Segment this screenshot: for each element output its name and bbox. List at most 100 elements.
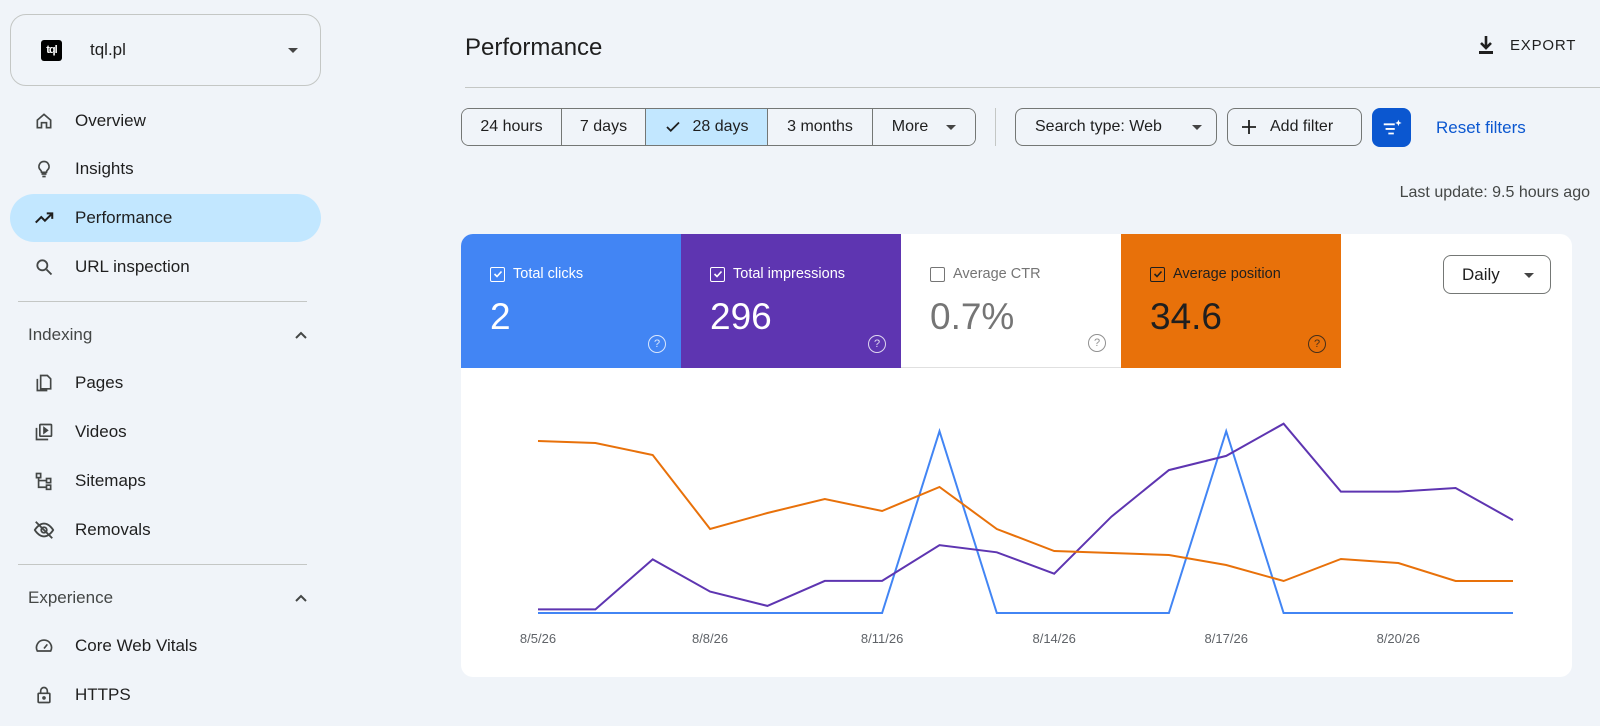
series-line-total-impressions [538, 422, 1514, 611]
x-tick-label: 8/14/26 [1032, 631, 1075, 646]
sidebar-item-videos[interactable]: Videos [10, 408, 321, 456]
sidebar-item-label: Overview [75, 111, 146, 130]
video-library-icon [32, 420, 56, 444]
sidebar-item-label: Performance [75, 208, 173, 227]
help-icon[interactable]: ? [868, 335, 886, 353]
sidebar-item-overview[interactable]: Overview [10, 97, 321, 145]
export-button[interactable]: EXPORT [1476, 34, 1576, 56]
help-icon[interactable]: ? [1308, 335, 1326, 353]
sidebar-item-label: Removals [75, 520, 151, 539]
checkbox-checked-icon[interactable] [710, 266, 725, 282]
property-favicon: tql [41, 39, 62, 61]
sidebar-item-label: HTTPS [75, 685, 131, 704]
help-icon[interactable]: ? [1088, 334, 1106, 352]
pages-icon [32, 371, 56, 395]
search-icon [32, 255, 56, 279]
sidebar-item-performance[interactable]: Performance [10, 194, 321, 242]
search-type-label: Search type: Web [1035, 118, 1162, 135]
performance-card: Total clicks 2 ? Total impressions 296 ?… [461, 234, 1572, 677]
section-experience[interactable]: Experience [28, 578, 308, 618]
sidebar-item-label: URL inspection [75, 257, 190, 276]
sidebar-item-pages[interactable]: Pages [10, 359, 321, 407]
performance-line-chart: 8/5/26 8/8/26 8/11/26 8/14/26 8/17/26 8/20/26 [520, 422, 1514, 646]
x-tick-label: 8/20/26 [1377, 631, 1420, 646]
sidebar-item-label: Insights [75, 159, 134, 178]
export-label: EXPORT [1510, 36, 1577, 54]
checkbox-checked-icon[interactable] [490, 266, 505, 282]
filter-options-button[interactable] [1372, 108, 1411, 147]
date-range-selector: 24 hours 7 days 28 days 3 months More [461, 108, 976, 146]
sidebar-item-label: Sitemaps [75, 471, 146, 490]
range-7-days-button[interactable]: 7 days [562, 109, 646, 145]
filter-separator [995, 108, 996, 146]
check-icon [666, 121, 681, 133]
metric-value: 34.6 [1150, 296, 1223, 337]
sitemap-icon [32, 469, 56, 493]
x-tick-label: 8/17/26 [1205, 631, 1248, 646]
sidebar-item-label: Videos [75, 422, 127, 441]
home-icon [32, 109, 56, 133]
metric-tile-average-ctr[interactable]: Average CTR 0.7% ? [901, 234, 1121, 368]
chevron-down-icon [1192, 125, 1202, 130]
series-line-total-clicks [538, 427, 1513, 614]
x-tick-label: 8/5/26 [520, 631, 556, 646]
metric-label: Total impressions [733, 266, 846, 282]
reset-filters-link[interactable]: Reset filters [1436, 118, 1526, 137]
search-type-dropdown[interactable]: Search type: Web [1015, 108, 1217, 146]
sidebar-item-core-web-vitals[interactable]: Core Web Vitals [10, 622, 321, 670]
metric-tile-average-position[interactable]: Average position 34.6 ? [1121, 234, 1341, 368]
sidebar-item-label: Core Web Vitals [75, 636, 198, 655]
sidebar-item-url-inspection[interactable]: URL inspection [10, 243, 321, 291]
granularity-dropdown[interactable]: Daily [1443, 255, 1551, 294]
metric-tile-total-clicks[interactable]: Total clicks 2 ? [461, 234, 681, 368]
chevron-down-icon [288, 48, 298, 53]
metric-label: Total clicks [513, 266, 584, 282]
range-24-hours-button[interactable]: 24 hours [462, 109, 562, 145]
series-line-average-position [537, 440, 1513, 583]
more-label: More [891, 118, 929, 135]
sidebar-divider [18, 564, 307, 565]
speed-icon [32, 634, 56, 658]
sidebar-item-https[interactable]: HTTPS [10, 671, 321, 719]
page-title: Performance [465, 34, 603, 61]
section-indexing[interactable]: Indexing [28, 315, 308, 355]
lightbulb-icon [32, 157, 56, 181]
sidebar-item-removals[interactable]: Removals [10, 506, 321, 554]
metric-value: 296 [710, 296, 772, 337]
sidebar-item-insights[interactable]: Insights [10, 145, 321, 193]
sidebar-item-sitemaps[interactable]: Sitemaps [10, 457, 321, 505]
checkbox-checked-icon[interactable] [1150, 266, 1165, 282]
help-icon[interactable]: ? [648, 335, 666, 353]
chevron-down-icon [946, 124, 957, 130]
sidebar-item-label: Pages [75, 373, 124, 392]
metric-label: Average CTR [953, 266, 1041, 282]
section-label: Experience [28, 588, 114, 607]
visibility-off-icon [32, 518, 56, 542]
x-tick-label: 8/8/26 [692, 631, 728, 646]
add-filter-button[interactable]: Add filter [1227, 108, 1362, 146]
metric-value: 0.7% [930, 296, 1015, 337]
download-icon [1479, 36, 1493, 54]
chevron-up-icon [295, 594, 307, 602]
metric-tile-total-impressions[interactable]: Total impressions 296 ? [681, 234, 901, 368]
property-selector[interactable]: tql tql.pl [10, 14, 321, 86]
header-divider [465, 87, 1600, 88]
add-filter-label: Add filter [1270, 118, 1334, 135]
more-ranges-button[interactable]: More [873, 109, 975, 145]
last-update-text: Last update: 9.5 hours ago [1399, 184, 1590, 201]
checkbox-unchecked-icon[interactable] [930, 266, 945, 282]
range-3-months-button[interactable]: 3 months [768, 109, 873, 145]
granularity-label: Daily [1462, 264, 1500, 284]
property-name: tql.pl [90, 40, 126, 59]
range-28-days-button[interactable]: 28 days [646, 109, 768, 145]
chevron-up-icon [295, 331, 307, 339]
x-tick-label: 8/11/26 [861, 631, 903, 646]
metric-value: 2 [490, 296, 511, 337]
trending-up-icon [32, 206, 56, 230]
section-label: Indexing [28, 325, 93, 344]
range-28-days-label: 28 days [692, 118, 749, 135]
lock-icon [32, 683, 56, 707]
add-icon [1242, 120, 1256, 134]
chevron-down-icon [1524, 273, 1534, 278]
filter-sparkle-icon [1383, 119, 1402, 134]
